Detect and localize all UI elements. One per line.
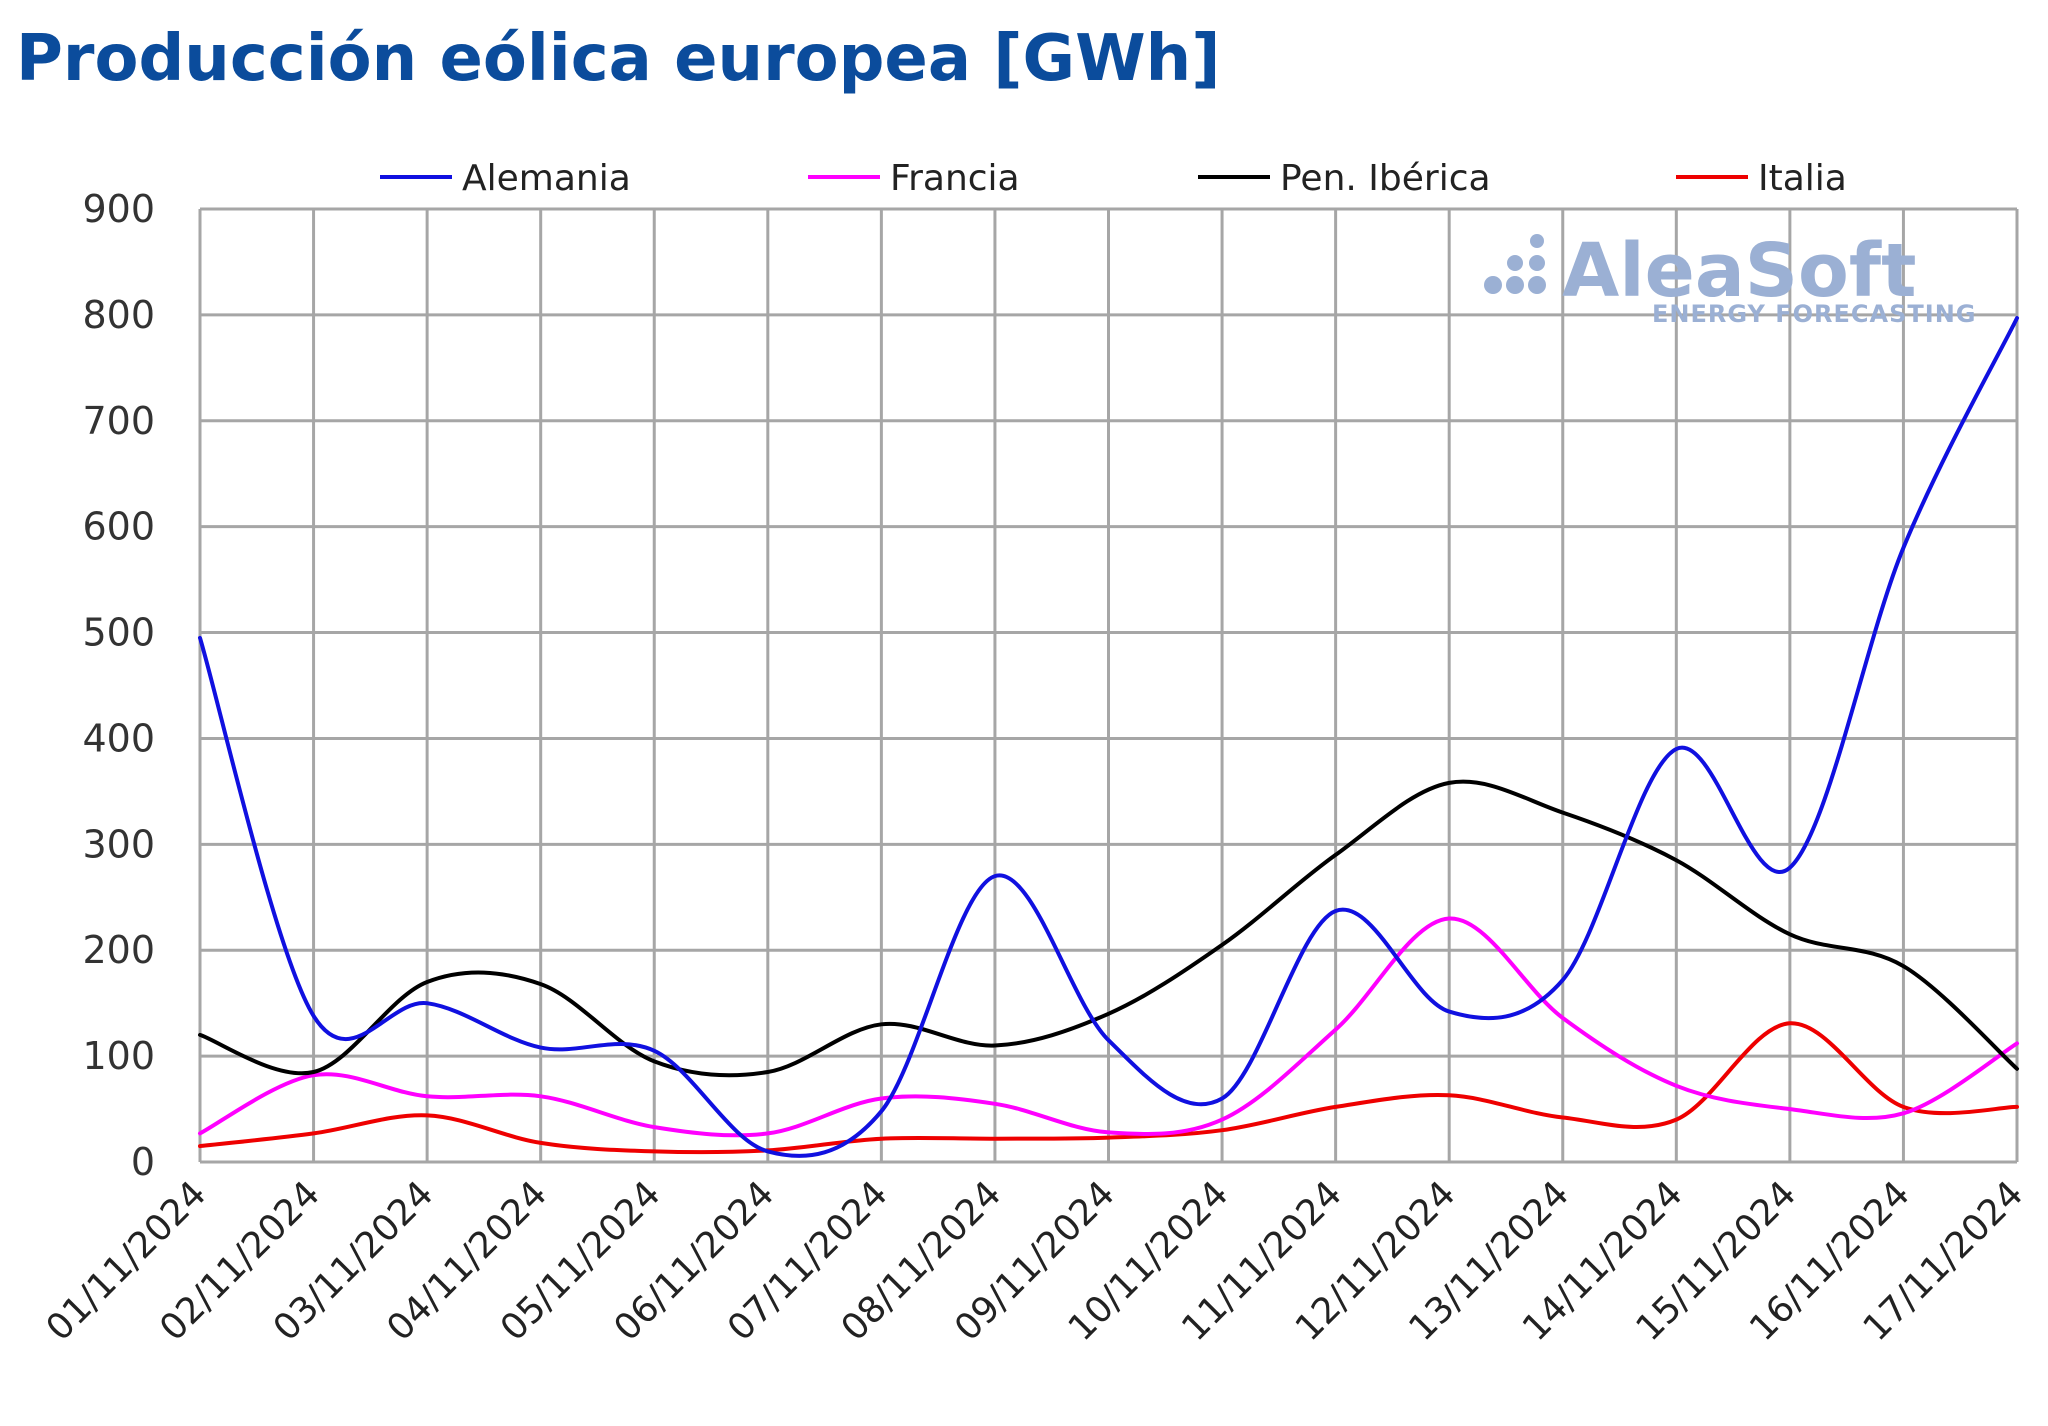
legend-label: Alemania	[462, 158, 631, 199]
logo-dot	[1506, 276, 1524, 294]
logo-dot	[1484, 276, 1502, 294]
series-line-alemania	[198, 316, 2019, 1158]
logo-dot	[1528, 276, 1546, 294]
legend-label: Italia	[1758, 158, 1847, 199]
y-tick-label: 900	[82, 187, 155, 231]
y-tick-label: 600	[82, 505, 155, 549]
y-tick-label: 100	[82, 1034, 155, 1078]
legend-item-italia: Italia	[1676, 158, 1847, 199]
y-tick-label: 500	[82, 611, 155, 655]
y-tick-label: 300	[82, 822, 155, 866]
legend-item-pen-ib-rica: Pen. Ibérica	[1198, 158, 1491, 199]
legend-label: Pen. Ibérica	[1280, 158, 1491, 199]
y-tick-label: 700	[82, 399, 155, 443]
series-line-italia	[198, 1021, 2019, 1155]
watermark-tagline: ENERGY FORECASTING	[1652, 300, 1977, 328]
y-tick-label: 200	[82, 928, 155, 972]
aleasoft-logo-dots-icon	[1484, 234, 1546, 294]
legend-item-francia: Francia	[808, 158, 1020, 199]
legend-label: Francia	[890, 158, 1020, 199]
logo-dot	[1529, 255, 1545, 271]
logo-dot	[1507, 255, 1523, 271]
aleasoft-watermark: AleaSoft ENERGY FORECASTING	[1484, 228, 1977, 328]
series-line-francia	[198, 916, 2019, 1138]
y-tick-label: 0	[131, 1140, 155, 1184]
y-tick-label: 400	[82, 716, 155, 760]
x-axis: 01/11/202402/11/202403/11/202404/11/2024…	[39, 1173, 2032, 1349]
series-line-pen-ib-rica	[198, 779, 2019, 1078]
chart-title: Producción eólica europea [GWh]	[16, 22, 1221, 96]
series-lines	[198, 316, 2019, 1158]
logo-dot	[1530, 234, 1544, 248]
legend: Alemania Francia Pen. Ibérica Italia	[380, 158, 1847, 199]
watermark-brand: AleaSoft	[1562, 228, 1916, 314]
y-axis: 0 100 200 300 400 500 600 700 800 900	[82, 187, 155, 1184]
y-tick-label: 800	[82, 293, 155, 337]
legend-item-alemania: Alemania	[380, 158, 631, 199]
grid	[198, 207, 2019, 1164]
